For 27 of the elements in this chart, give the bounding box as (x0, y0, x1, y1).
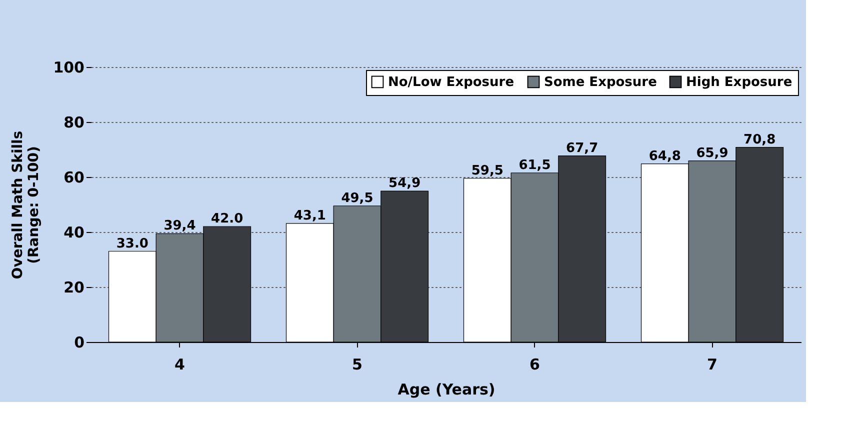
data-label: 59,5 (471, 163, 504, 178)
x-tick-label: 7 (707, 356, 718, 374)
y-tick-label: 60 (64, 168, 84, 186)
x-tick-label: 5 (352, 356, 362, 374)
y-tick-label: 80 (64, 114, 84, 132)
data-label: 43,1 (294, 208, 326, 224)
data-label: 54,9 (388, 176, 421, 192)
data-label: 67,7 (566, 140, 598, 156)
legend-label: No/Low Exposure (388, 74, 514, 90)
data-label: 64,8 (648, 148, 681, 164)
x-axis-title: Age (Years) (398, 380, 496, 398)
legend-label: High Exposure (686, 74, 792, 90)
x-tick-label: 6 (530, 356, 540, 374)
data-label: 49,5 (341, 190, 374, 206)
data-label: 42.0 (211, 212, 244, 226)
legend-label: Some Exposure (544, 74, 658, 90)
data-label: 61,5 (518, 158, 551, 173)
y-tick-label: 100 (53, 58, 84, 76)
data-label: 33.0 (116, 236, 148, 252)
y-axis-title: Overall Math Skills (Range: 0-100) (10, 130, 42, 280)
y-tick-label: 20 (64, 278, 84, 296)
y-tick-label: 0 (74, 334, 84, 352)
data-label: 65,9 (696, 146, 728, 161)
y-tick-label: 40 (64, 224, 84, 242)
x-tick-label: 4 (174, 356, 185, 374)
data-label: 70,8 (744, 132, 776, 148)
data-label: 39,4 (164, 218, 196, 234)
